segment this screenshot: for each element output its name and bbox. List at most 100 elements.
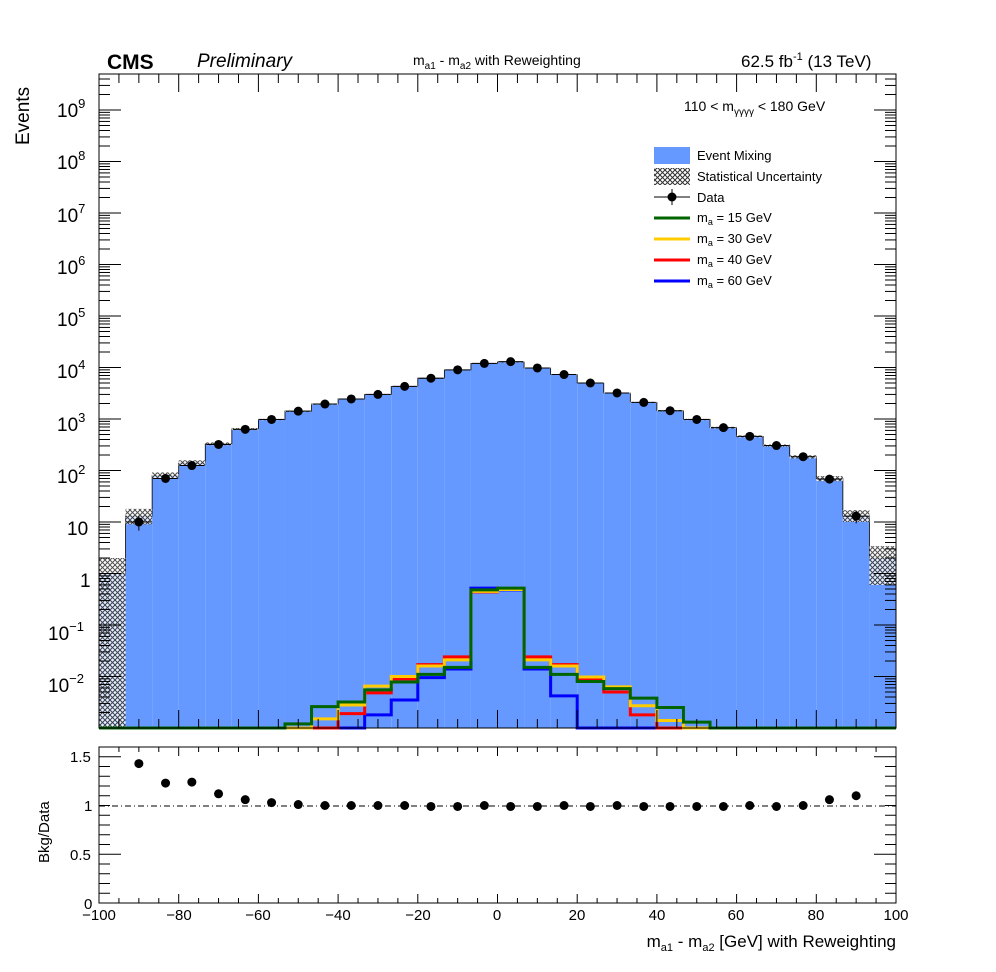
event-mixing-bar [736, 436, 764, 728]
legend-label-data: Data [697, 190, 725, 205]
ratio-point [240, 795, 250, 805]
ratio-point [400, 801, 410, 810]
ratio-frame [98, 746, 897, 904]
x-tick-label: 40 [649, 907, 666, 924]
ratio-point [214, 789, 224, 799]
data-point [373, 389, 383, 399]
ratio-point [824, 795, 834, 805]
ratio-point [161, 778, 171, 788]
ratio-point [320, 801, 330, 810]
ratio-point [718, 801, 728, 811]
event-mixing-bar [470, 363, 498, 728]
legend-label-ma40: ma = 40 GeV [697, 252, 772, 269]
event-mixing-bar [842, 516, 870, 728]
event-mixing-bar [311, 404, 339, 728]
data-point [718, 423, 728, 433]
data-point [665, 406, 675, 416]
legend-marker-data [654, 189, 690, 205]
x-tick-label: 20 [569, 907, 586, 924]
event-mixing-bar [550, 374, 578, 728]
legend-label-ma30: ma = 30 GeV [697, 231, 772, 248]
stat-uncertainty-box [99, 557, 126, 728]
ratio-point [851, 791, 861, 801]
data-point [161, 473, 171, 483]
data-point [745, 431, 755, 441]
legend-label-event-mixing: Event Mixing [697, 148, 771, 163]
x-axis-title: ma1 - ma2 [GeV] with Reweighting [647, 932, 896, 954]
event-mixing-bar [364, 394, 392, 728]
ratio-point [639, 801, 649, 811]
event-mixing-bar [869, 557, 896, 728]
data-point [267, 414, 277, 424]
mass-window-annotation: 110 < mγγγγ < 180 GeV [684, 98, 826, 118]
data-point [453, 365, 463, 375]
x-tick-label: −80 [166, 907, 191, 924]
data-point [798, 452, 808, 462]
event-mixing-bar [630, 402, 657, 728]
event-mixing-bar [763, 445, 790, 728]
y-tick-label: 10−1 [48, 619, 84, 645]
ratio-tick-label: 1.5 [70, 749, 91, 766]
ratio-point [346, 801, 356, 810]
ratio-point [293, 800, 303, 810]
plot-title: ma1 - ma2 with Reweighting [413, 52, 581, 72]
y-axis-title: Events [13, 87, 34, 145]
ratio-point [532, 801, 542, 811]
ratio-point [479, 801, 489, 810]
data-point [506, 357, 516, 367]
signal-ma15-line [99, 586, 896, 730]
ratio-point [692, 801, 702, 811]
data-point [559, 370, 569, 380]
main-ticks [98, 73, 897, 729]
data-point [532, 363, 542, 373]
data-point [479, 358, 489, 368]
y-tick-label: 10 [67, 519, 88, 540]
x-tick-label: 100 [883, 907, 908, 924]
y-tick-label: 106 [57, 253, 85, 279]
event-mixing-bar [125, 516, 153, 728]
data-point [293, 406, 303, 416]
data-point [692, 414, 702, 424]
ratio-point [506, 801, 516, 811]
event-mixing-bar [497, 361, 525, 728]
event-mixing-bar [284, 411, 312, 728]
event-mixing-bar [816, 478, 843, 728]
event-mixing-bar [205, 443, 232, 728]
x-tick-label: −20 [405, 907, 430, 924]
ratio-ticks [98, 746, 897, 904]
x-tick-label: −60 [245, 907, 270, 924]
event-mixing-bar [417, 378, 445, 728]
ratio-point [134, 759, 144, 769]
data-points [126, 357, 869, 531]
event-mixing-bar [391, 386, 418, 728]
ratio-point [798, 801, 808, 810]
legend-label-stat-unc: Statistical Uncertainty [697, 169, 822, 184]
event-mixing-bar [524, 367, 551, 728]
x-tick-labels: −100 −80 −60 −40 −20 0 20 40 60 80 100 [82, 907, 908, 924]
status-label: Preliminary [197, 51, 294, 72]
y-tick-label: 108 [57, 148, 85, 174]
y-tick-label: 109 [57, 96, 85, 122]
y-tick-label: 1 [80, 571, 91, 592]
legend-label-ma60: ma = 60 GeV [697, 273, 772, 290]
ratio-point [585, 801, 595, 811]
x-tick-label: −40 [325, 907, 350, 924]
main-pad [98, 73, 897, 730]
ratio-tick-label: 1 [84, 798, 92, 815]
x-tick-label: 80 [808, 907, 825, 924]
event-mixing-bar [444, 369, 471, 728]
event-mixing-bar [789, 456, 817, 728]
legend-swatch-event-mixing [654, 147, 690, 164]
event-mixing-bar [178, 462, 206, 728]
stat-uncertainty-box [869, 546, 896, 585]
y-tick-labels: 109 108 107 106 105 104 103 102 10 1 10−… [48, 96, 91, 697]
ratio-point [426, 801, 436, 811]
event-mixing-outline [99, 361, 896, 574]
data-point [639, 397, 649, 407]
data-point [134, 517, 144, 527]
x-tick-label: 0 [493, 907, 501, 924]
event-mixing-histogram [99, 361, 896, 728]
ratio-point [559, 801, 569, 810]
legend: Event Mixing Statistical Uncertainty Dat… [654, 147, 822, 290]
